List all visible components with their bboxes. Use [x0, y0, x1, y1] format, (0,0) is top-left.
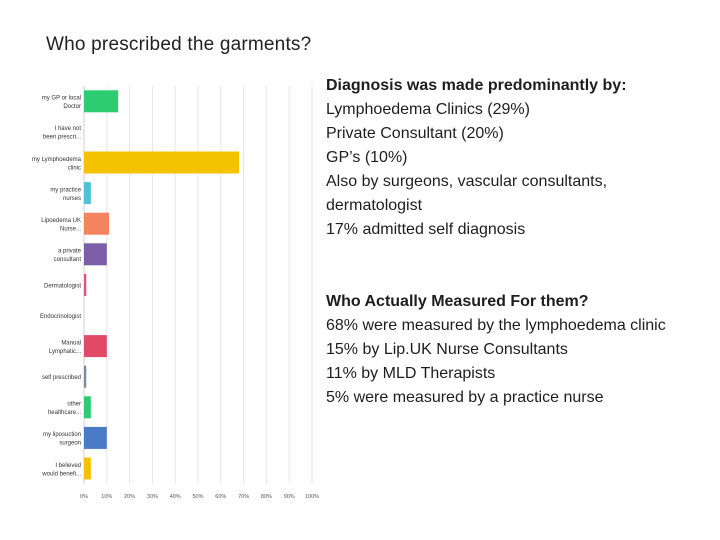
category-label: would benefi... — [41, 471, 81, 477]
category-label: healthcare... — [48, 410, 81, 416]
x-tick-label: 80% — [261, 494, 272, 500]
bar — [84, 151, 240, 174]
diagnosis-line: Lymphoedema Clinics (29%) — [326, 101, 530, 118]
diagnosis-line: GP’s (10%) — [326, 149, 408, 166]
category-label: Nurse... — [60, 226, 81, 232]
bar — [84, 365, 87, 388]
category-label: self prescribed — [42, 375, 81, 381]
x-tick-label: 0% — [80, 494, 88, 500]
category-label: I have not — [55, 126, 82, 132]
category-label: clinic — [68, 165, 81, 171]
category-label: been prescri... — [43, 135, 81, 141]
category-label: Dermatologist — [44, 283, 81, 289]
section-gap — [326, 242, 686, 290]
x-tick-label: 10% — [101, 494, 112, 500]
survey-bar-chart: 0% 10% 20% 30% 40% 50% 60% 70% 80% 90% 100% my GP o… — [32, 86, 319, 500]
x-tick-label: 100% — [305, 494, 319, 500]
category-label: a private — [58, 249, 82, 255]
diagnosis-line: Private Consultant (20%) — [326, 125, 504, 142]
notes-panel: Diagnosis was made predominantly by: Lym… — [326, 74, 686, 410]
category-label: surgeon — [59, 441, 81, 447]
diagnosis-heading: Diagnosis was made predominantly by: — [326, 77, 627, 94]
measured-line: 15% by Lip.UK Nurse Consultants — [326, 341, 568, 358]
slide-title: Who prescribed the garments? — [46, 34, 312, 55]
category-label: Manual — [61, 340, 81, 346]
category-label: Doctor — [63, 104, 81, 110]
x-tick-label: 90% — [284, 494, 295, 500]
diagnosis-line: 17% admitted self diagnosis — [326, 221, 526, 238]
bar — [84, 426, 107, 449]
x-tick-label: 60% — [215, 494, 226, 500]
bar — [84, 90, 119, 113]
category-label: Lipoedema UK — [41, 218, 81, 224]
measured-line: 68% were measured by the lymphoedema cli… — [326, 317, 666, 334]
bar — [84, 182, 91, 205]
bar — [84, 243, 107, 266]
bar — [84, 212, 110, 235]
category-label: Lymphatic... — [49, 349, 81, 355]
category-label: consultant — [54, 257, 82, 263]
category-label: Endocrinologist — [40, 314, 81, 320]
category-label: nurses — [63, 196, 81, 202]
category-label: my practice — [50, 187, 81, 193]
category-label: I believed — [55, 463, 81, 469]
x-tick-label: 50% — [192, 494, 203, 500]
category-label: my GP or local — [42, 96, 81, 102]
measured-heading: Who Actually Measured For them? — [326, 293, 589, 310]
diagnosis-line: Also by surgeons, vascular consultants, … — [326, 173, 608, 214]
category-label: other — [67, 402, 81, 408]
x-tick-label: 40% — [170, 494, 181, 500]
category-label: my Lymphoedema — [32, 157, 82, 163]
x-tick-label: 70% — [238, 494, 249, 500]
measured-line: 5% were measured by a practice nurse — [326, 389, 604, 406]
x-tick-label: 20% — [124, 494, 135, 500]
bar — [84, 396, 91, 419]
bar — [84, 457, 91, 480]
bar — [84, 335, 107, 358]
measured-line: 11% by MLD Therapists — [326, 365, 496, 382]
category-label: my liposuction — [43, 432, 81, 438]
bar — [84, 273, 87, 296]
x-tick-label: 30% — [147, 494, 158, 500]
